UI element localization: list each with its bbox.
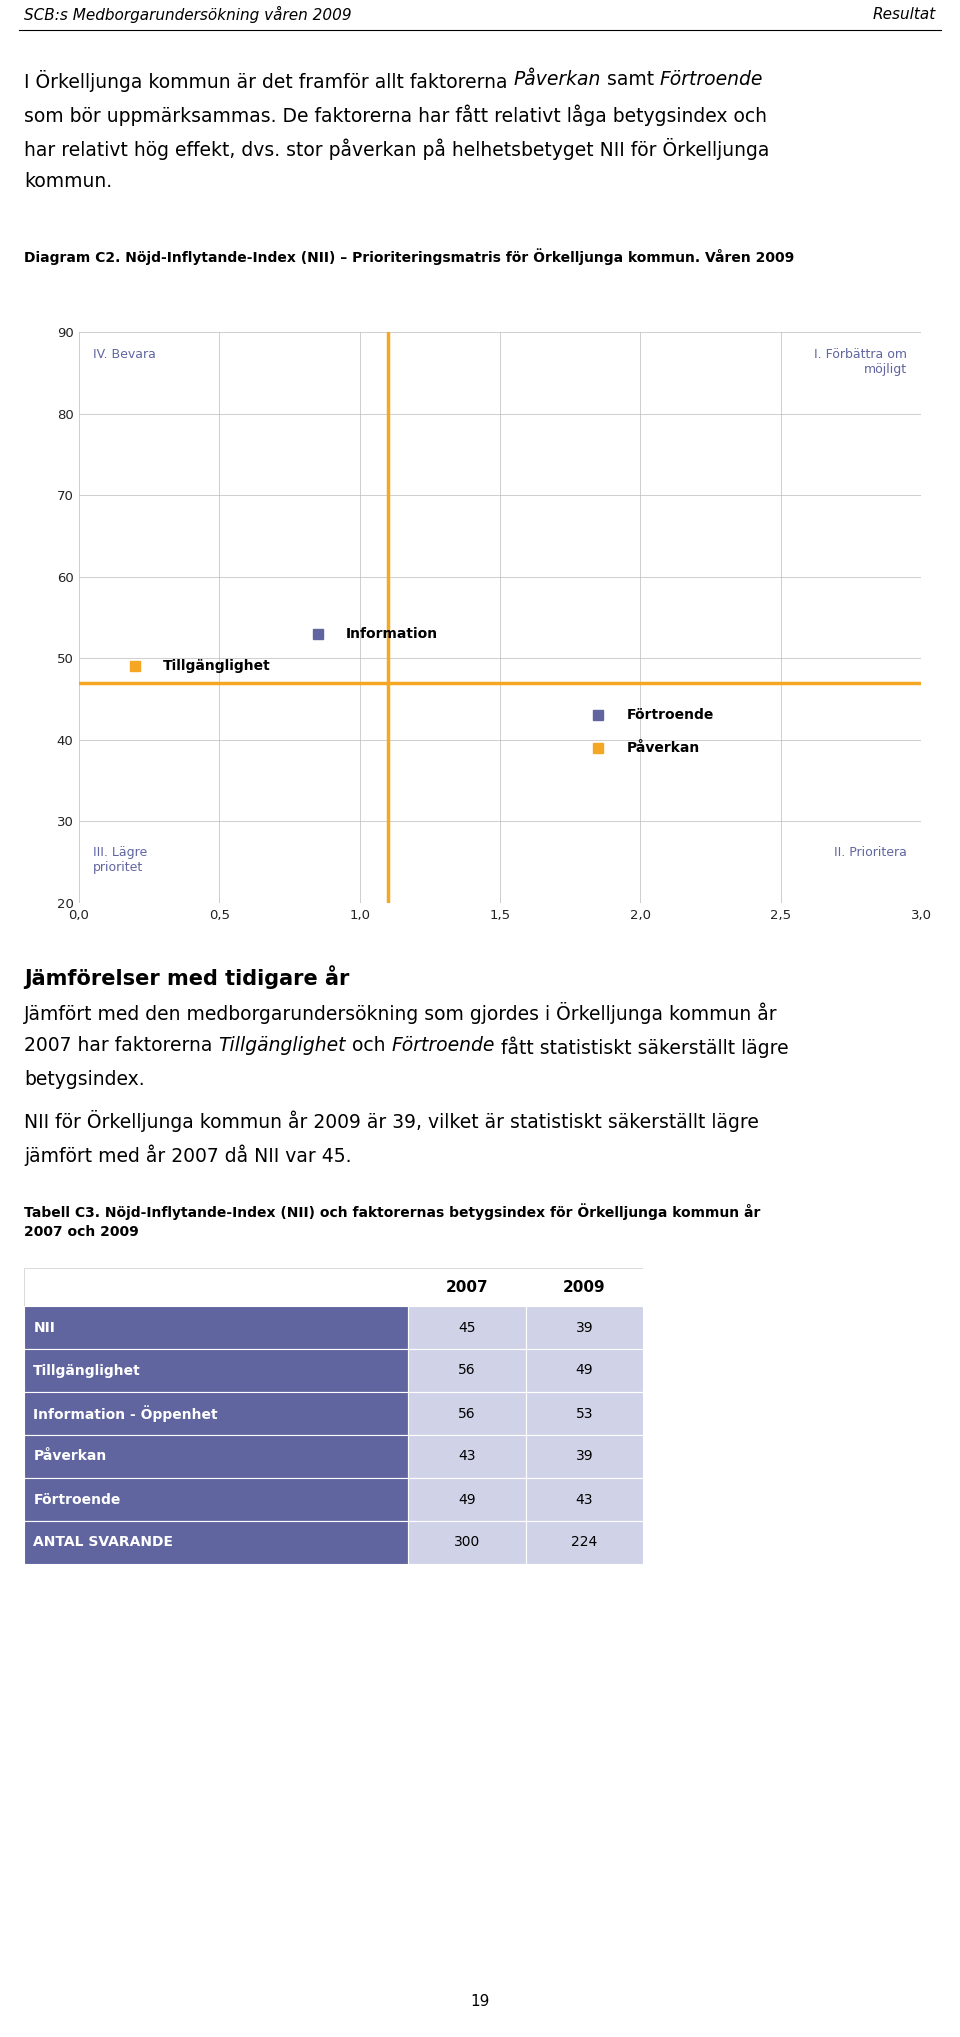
Text: SCB:s Medborgarundersökning våren 2009: SCB:s Medborgarundersökning våren 2009 [24, 6, 351, 22]
Text: Tillgänglighet: Tillgänglighet [34, 1363, 141, 1377]
Text: Betygsindex: Betygsindex [56, 310, 153, 324]
Bar [525, 1306, 643, 1348]
Text: 2009: 2009 [564, 1279, 606, 1293]
Text: Påverkan: Påverkan [34, 1450, 107, 1463]
Text: 43: 43 [576, 1493, 593, 1507]
Text: Förtroende: Förtroende [626, 709, 713, 723]
Text: Tabell C3. Nöjd-Inflytande-Index (NII) och faktorernas betygsindex för Örkelljun: Tabell C3. Nöjd-Inflytande-Index (NII) o… [24, 1204, 760, 1238]
Text: har relativt hög effekt, dvs. stor påverkan på helhetsbetyget NII för Örkelljung: har relativt hög effekt, dvs. stor påver… [24, 139, 769, 161]
Text: Jämfört med den medborgarundersökning som gjordes i Örkelljunga kommun år: Jämfört med den medborgarundersökning so… [24, 1002, 778, 1025]
Text: 2007: 2007 [445, 1279, 488, 1293]
Text: Örkelljunga kommun: Örkelljunga kommun [540, 306, 749, 326]
Text: 43: 43 [458, 1450, 475, 1463]
Bar [24, 1306, 408, 1348]
Text: Resultat: Resultat [873, 6, 936, 22]
Text: Information: Information [346, 627, 438, 642]
Text: NII för Örkelljunga kommun år 2009 är 39, vilket är statistiskt säkerställt lägr: NII för Örkelljunga kommun år 2009 är 39… [24, 1110, 758, 1133]
Text: 56: 56 [458, 1406, 475, 1420]
Text: Information - Öppenhet: Information - Öppenhet [34, 1406, 218, 1422]
Text: betygsindex.: betygsindex. [24, 1069, 145, 1090]
Text: 53: 53 [576, 1406, 593, 1420]
Text: jämfört med år 2007 då NII var 45.: jämfört med år 2007 då NII var 45. [24, 1145, 351, 1165]
Bar [408, 1348, 525, 1391]
Text: samt: samt [601, 69, 660, 90]
Text: kommun.: kommun. [24, 171, 112, 191]
Text: Förtroende: Förtroende [34, 1493, 121, 1507]
Text: I. Förbättra om
möjligt: I. Förbättra om möjligt [814, 348, 907, 377]
Bar [408, 1306, 525, 1348]
Bar [24, 1434, 408, 1479]
Text: Diagram C2. Nöjd-Inflytande-Index (NII) – Prioriteringsmatris för Örkelljunga ko: Diagram C2. Nöjd-Inflytande-Index (NII) … [24, 249, 794, 265]
Text: Förtroende: Förtroende [392, 1037, 494, 1055]
Text: Effekt: Effekt [862, 931, 908, 945]
Bar [408, 1522, 525, 1564]
Text: III. Lägre
prioritet: III. Lägre prioritet [93, 845, 147, 874]
Text: 45: 45 [458, 1320, 475, 1334]
Text: och: och [346, 1037, 392, 1055]
Bar [525, 1479, 643, 1522]
Text: Tillgänglighet: Tillgänglighet [163, 660, 271, 674]
Text: Påverkan: Påverkan [514, 69, 601, 90]
Bar [525, 1434, 643, 1479]
Text: IV. Bevara: IV. Bevara [93, 348, 156, 361]
Text: Förtroende: Förtroende [660, 69, 763, 90]
Bar [408, 1391, 525, 1434]
Bar [408, 1479, 525, 1522]
Text: I Örkelljunga kommun är det framför allt faktorerna: I Örkelljunga kommun är det framför allt… [24, 69, 514, 92]
Text: 56: 56 [458, 1363, 475, 1377]
Text: 300: 300 [454, 1536, 480, 1550]
Text: ANTAL SVARANDE: ANTAL SVARANDE [34, 1536, 174, 1550]
Bar [525, 1522, 643, 1564]
Text: 39: 39 [576, 1320, 593, 1334]
Text: Påverkan: Påverkan [626, 741, 700, 756]
Text: 19: 19 [470, 1994, 490, 2008]
Text: Jämförelser med tidigare år: Jämförelser med tidigare år [24, 966, 349, 988]
Text: II. Prioritera: II. Prioritera [834, 845, 907, 860]
Text: 49: 49 [458, 1493, 475, 1507]
Text: fått statistiskt säkerställt lägre: fått statistiskt säkerställt lägre [494, 1037, 788, 1057]
Bar [24, 1522, 408, 1564]
Text: 39: 39 [576, 1450, 593, 1463]
Bar [408, 1434, 525, 1479]
Bar [525, 1348, 643, 1391]
Bar [24, 1348, 408, 1391]
Text: 2007 har faktorerna: 2007 har faktorerna [24, 1037, 218, 1055]
Bar [24, 1479, 408, 1522]
Text: 49: 49 [576, 1363, 593, 1377]
Text: 224: 224 [571, 1536, 597, 1550]
Bar [24, 1391, 408, 1434]
Bar [24, 1267, 643, 1306]
Bar [525, 1391, 643, 1434]
Text: som bör uppmärksammas. De faktorerna har fått relativt låga betygsindex och: som bör uppmärksammas. De faktorerna har… [24, 104, 767, 126]
Text: NII: NII [34, 1320, 55, 1334]
Text: Tillgänglighet: Tillgänglighet [218, 1037, 346, 1055]
